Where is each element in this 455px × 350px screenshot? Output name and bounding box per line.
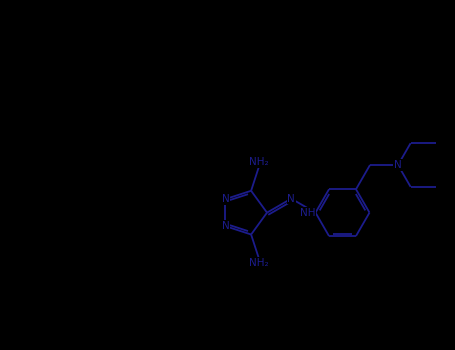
Text: N: N xyxy=(222,194,229,204)
Text: NH: NH xyxy=(300,208,315,218)
Text: NH₂: NH₂ xyxy=(249,157,268,167)
Text: N: N xyxy=(394,160,402,170)
Text: N: N xyxy=(222,221,229,231)
Text: N: N xyxy=(288,194,295,204)
Text: NH₂: NH₂ xyxy=(249,258,268,268)
